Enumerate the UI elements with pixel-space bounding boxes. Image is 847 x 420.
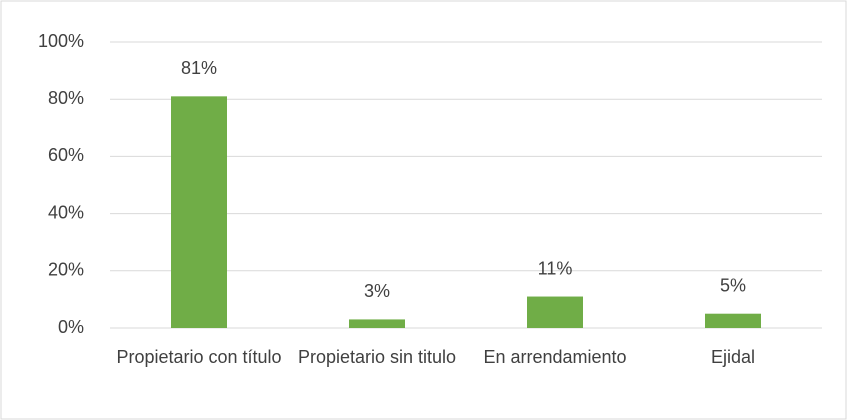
bar bbox=[171, 96, 227, 328]
y-tick-label: 40% bbox=[48, 202, 84, 222]
data-label: 11% bbox=[538, 258, 573, 278]
y-tick-label: 0% bbox=[58, 317, 84, 337]
data-label: 3% bbox=[364, 281, 390, 301]
x-tick-label: Propietario sin titulo bbox=[297, 347, 457, 367]
bar bbox=[705, 313, 761, 328]
data-label: 5% bbox=[720, 275, 746, 295]
x-tick-label: Propietario con título bbox=[116, 347, 282, 367]
data-label: 81% bbox=[181, 58, 217, 78]
bar bbox=[527, 296, 583, 328]
x-tick-label: Ejidal bbox=[710, 347, 756, 367]
y-tick-label: 100% bbox=[38, 31, 84, 51]
y-tick-label: 60% bbox=[48, 145, 84, 165]
y-tick-label: 20% bbox=[48, 260, 84, 280]
y-tick-label: 80% bbox=[48, 88, 84, 108]
x-tick-label: En arrendamiento bbox=[483, 347, 627, 367]
bar bbox=[349, 319, 405, 328]
